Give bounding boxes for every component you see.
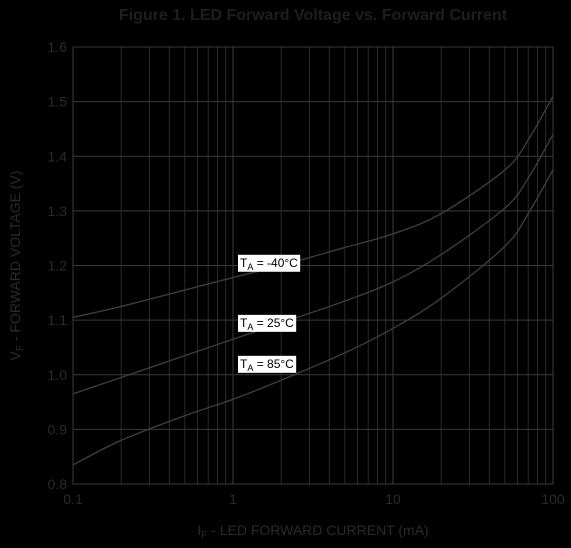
series-label-text: TA = 25°C: [240, 316, 294, 332]
y-tick-label: 1.2: [48, 258, 68, 274]
series-label-1: TA = 25°C: [238, 314, 297, 332]
series-label-2: TA = 85°C: [238, 355, 297, 373]
plot-area: 0.1 1 10 100 0.8 0.9 1.0 1.1 1.2 1.3 1.4 1.5 1.6 IF -…: [7, 39, 565, 541]
series-line-2: [73, 169, 553, 466]
series-label-0: TA = -40°C: [238, 254, 301, 272]
y-tick-label: 0.8: [48, 476, 68, 492]
series-label-bg: [238, 314, 297, 332]
x-tick-label: 100: [541, 491, 565, 507]
y-tick-label: 1.0: [48, 367, 68, 383]
y-tick-label: 0.9: [48, 421, 68, 437]
y-tick-label: 1.4: [48, 148, 68, 164]
series-label-bg: [238, 355, 297, 373]
series-line-1: [73, 134, 553, 395]
x-tick-label: 0.1: [63, 491, 83, 507]
series-label-text: TA = 85°C: [240, 357, 294, 373]
y-axis-label: VF - FORWARD VOLTAGE (V): [7, 171, 26, 361]
y-tick-label: 1.5: [48, 94, 68, 110]
chart-title: Figure 1. LED Forward Voltage vs. Forwar…: [119, 7, 508, 24]
series-label-bg: [238, 254, 301, 272]
plot-border: [72, 46, 554, 485]
y-tick-label: 1.6: [48, 39, 68, 55]
x-axis-label: IF - LED FORWARD CURRENT (mA): [197, 522, 428, 541]
x-tick-label: 10: [385, 491, 401, 507]
x-tick-label: 1: [229, 491, 237, 507]
series-label-text: TA = -40°C: [240, 256, 298, 272]
series-line-0: [73, 95, 553, 319]
y-tick-label: 1.3: [48, 203, 68, 219]
y-tick-label: 1.1: [48, 312, 68, 328]
